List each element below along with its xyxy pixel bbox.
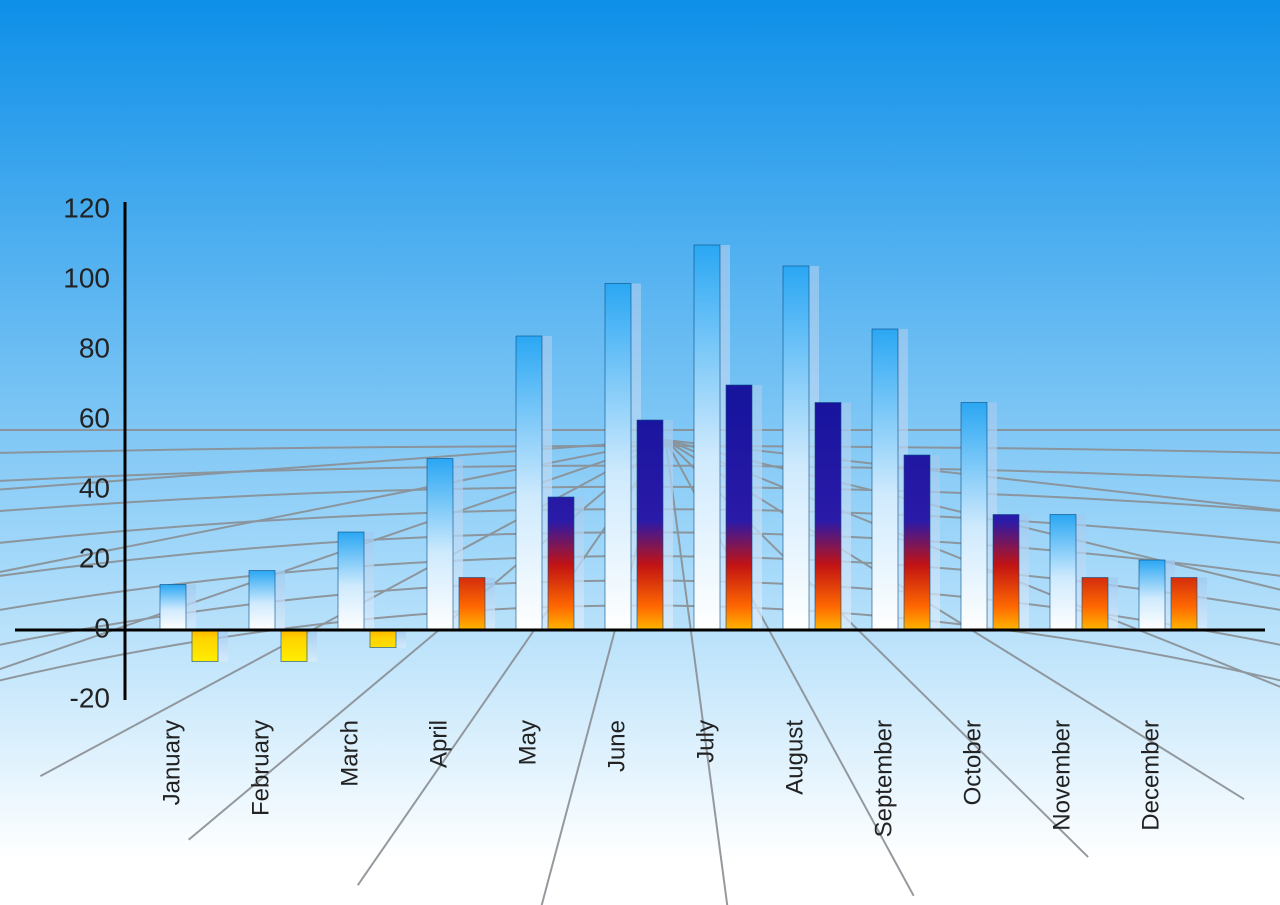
ytick-label: 60 (79, 402, 110, 433)
xtick-label: May (514, 720, 541, 765)
bar-series1-3 (427, 459, 453, 631)
bar-series1-5 (605, 284, 631, 631)
bar-series1-8 (872, 329, 898, 630)
ytick-label: -20 (70, 682, 110, 713)
monthly-bar-chart: -20 0 20 40 60 80 100 120 January February March Ap… (0, 0, 1280, 905)
bar-series2-11 (1171, 578, 1197, 631)
bar-series2-0 (192, 630, 218, 662)
xtick-label: November (1048, 720, 1075, 831)
ytick-label: 0 (94, 612, 110, 643)
bar-series2-2 (370, 630, 396, 648)
bar-series2-1 (281, 630, 307, 662)
xtick-label: March (336, 720, 363, 787)
ytick-label: 100 (63, 262, 110, 293)
bar-series1-2 (338, 532, 364, 630)
xtick-label: January (158, 720, 185, 805)
bar-series2-7 (815, 403, 841, 631)
bar-series1-6 (694, 245, 720, 630)
ytick-label: 80 (79, 332, 110, 363)
bar-series2-6 (726, 385, 752, 630)
bar-series2-4 (548, 497, 574, 630)
ytick-label: 40 (79, 472, 110, 503)
bar-series1-11 (1139, 560, 1165, 630)
xtick-label: December (1137, 720, 1164, 831)
xtick-label: September (870, 720, 897, 837)
ytick-label: 20 (79, 542, 110, 573)
bar-series2-3 (459, 578, 485, 631)
xtick-label: June (603, 720, 630, 772)
bar-series1-7 (783, 266, 809, 630)
xtick-label: August (781, 720, 808, 795)
bar-series1-10 (1050, 515, 1076, 631)
xtick-label: October (959, 720, 986, 805)
xtick-label: February (247, 720, 274, 816)
bar-series1-4 (516, 336, 542, 630)
xtick-label: April (425, 720, 452, 768)
bar-series2-9 (993, 515, 1019, 631)
bar-series1-9 (961, 403, 987, 631)
bar-series1-1 (249, 571, 275, 631)
xtick-label: July (692, 720, 719, 763)
bar-series2-5 (637, 420, 663, 630)
ytick-label: 120 (63, 192, 110, 223)
bar-series2-10 (1082, 578, 1108, 631)
bar-series1-0 (160, 585, 186, 631)
bar-series2-8 (904, 455, 930, 630)
